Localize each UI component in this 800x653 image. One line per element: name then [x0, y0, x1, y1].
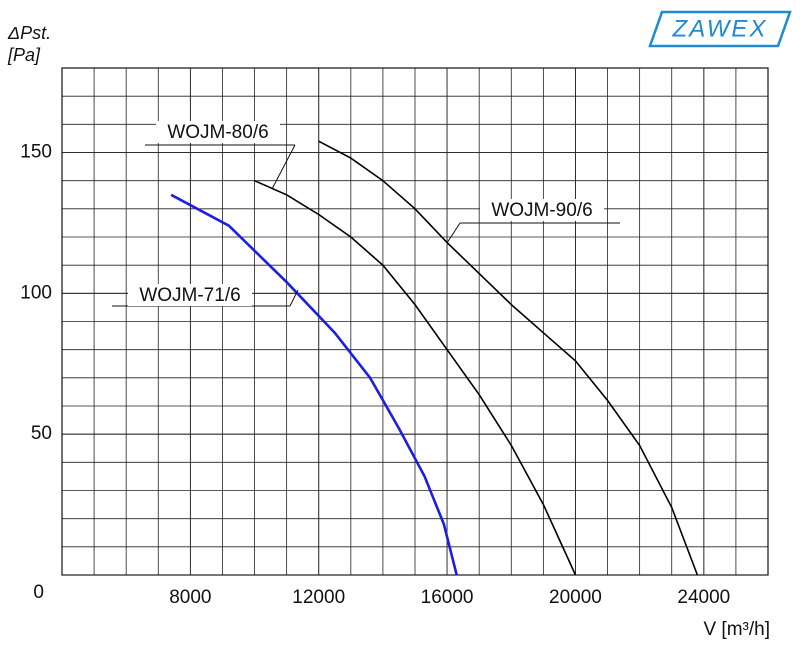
x-axis-label: V [m³/h]	[703, 619, 770, 640]
y-tick-label: 0	[33, 582, 44, 603]
series-label: WOJM-90/6	[491, 200, 592, 221]
logo-text: ZAWEX	[672, 15, 768, 42]
x-tick-label: 24000	[677, 587, 730, 608]
y-axis-label: [Pa]	[7, 45, 41, 65]
label-bg	[156, 121, 280, 143]
label-leader	[289, 289, 299, 307]
logo-frame	[648, 10, 792, 48]
y-tick-label: 50	[31, 423, 52, 444]
y-axis-label: ΔPst.	[7, 23, 51, 43]
series-line	[170, 193, 458, 576]
series-line	[318, 140, 699, 576]
x-tick-label: 16000	[421, 587, 474, 608]
logo: ZAWEX	[648, 10, 792, 48]
series-label: WOJM-80/6	[167, 122, 268, 143]
x-tick-label: 8000	[169, 587, 211, 608]
y-tick-label: 150	[20, 142, 52, 163]
x-tick-label: 20000	[549, 587, 602, 608]
x-tick-label: 12000	[292, 587, 345, 608]
label-leader	[271, 144, 296, 190]
label-bg	[128, 284, 252, 306]
label-bg	[480, 199, 604, 221]
y-tick-label: 100	[20, 282, 52, 303]
series-line	[254, 179, 577, 576]
series-label: WOJM-71/6	[139, 285, 240, 306]
label-leader	[446, 222, 461, 244]
